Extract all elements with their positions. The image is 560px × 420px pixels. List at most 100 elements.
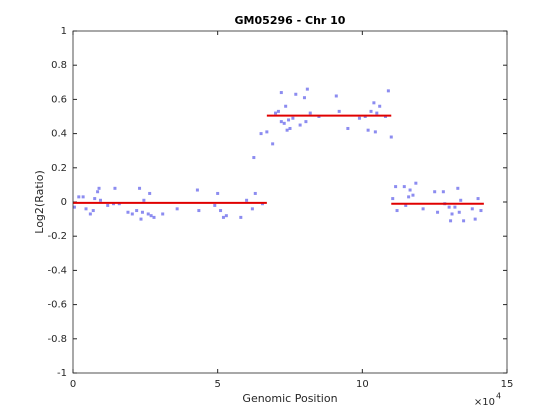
data-point [97, 186, 101, 190]
data-point [386, 89, 390, 93]
data-point [148, 191, 152, 195]
data-point [462, 219, 466, 223]
data-point [294, 92, 298, 96]
data-point [146, 212, 150, 216]
y-tick-label: -0.6 [47, 300, 67, 311]
data-point [298, 123, 302, 127]
data-point [391, 197, 395, 201]
data-point [302, 96, 306, 100]
data-point [96, 190, 100, 194]
data-point [138, 186, 142, 190]
data-point [308, 111, 312, 115]
data-point [265, 130, 269, 134]
data-point [476, 197, 480, 201]
data-point [447, 205, 451, 209]
data-point [252, 156, 256, 160]
data-point [378, 104, 382, 108]
x-tick-label: 0 [70, 379, 76, 390]
data-point [77, 195, 81, 199]
data-point [250, 207, 254, 211]
data-point [213, 203, 217, 207]
data-point [411, 193, 415, 197]
data-point [433, 190, 437, 194]
data-point [375, 111, 379, 115]
data-point [408, 188, 412, 192]
y-tick-label: 0.8 [51, 60, 67, 71]
data-point [279, 120, 283, 124]
data-point [441, 190, 445, 194]
data-point [473, 217, 477, 221]
data-point [88, 212, 92, 216]
data-point [135, 209, 139, 213]
data-point [91, 209, 95, 213]
data-point [305, 87, 309, 91]
x-multiplier-exponent: 4 [496, 392, 501, 401]
data-point [161, 212, 165, 216]
data-point [421, 207, 425, 211]
y-tick-label: -1 [57, 368, 67, 379]
data-point [284, 104, 288, 108]
data-point [459, 198, 463, 202]
data-point [274, 111, 278, 115]
x-axis-label: Genomic Position [242, 392, 337, 405]
y-tick-label: -0.4 [47, 265, 67, 276]
data-point [334, 94, 338, 98]
data-point [402, 185, 406, 189]
data-point [126, 210, 130, 214]
data-point [175, 207, 179, 211]
data-point [216, 191, 220, 195]
data-point [113, 186, 117, 190]
data-point [285, 128, 289, 132]
data-point [404, 203, 408, 207]
data-point [197, 209, 201, 213]
y-tick-label: 0.6 [51, 94, 67, 105]
data-point [195, 188, 199, 192]
data-point [282, 121, 286, 125]
data-point [436, 210, 440, 214]
data-point [291, 116, 295, 120]
data-point [72, 205, 76, 209]
data-point [81, 195, 85, 199]
data-point [271, 142, 275, 146]
data-point [372, 101, 376, 105]
data-point [407, 195, 411, 199]
x-multiplier-base: ×10 [474, 397, 495, 408]
data-point [93, 197, 97, 201]
y-tick-label: -0.8 [47, 334, 67, 345]
data-point [253, 191, 257, 195]
data-point [373, 130, 377, 134]
data-point [288, 126, 292, 130]
data-point [346, 126, 350, 130]
data-point [414, 181, 418, 185]
y-tick-label: 0.2 [51, 163, 67, 174]
data-point [287, 118, 291, 122]
x-tick-label: 15 [501, 379, 514, 390]
data-point [142, 198, 146, 202]
y-tick-label: 1 [61, 26, 67, 37]
data-point [98, 198, 102, 202]
data-point [456, 186, 460, 190]
data-point [149, 214, 153, 218]
axes-box [72, 30, 508, 374]
data-point [130, 212, 134, 216]
data-point [224, 214, 228, 218]
data-point [369, 109, 373, 113]
data-point [357, 116, 361, 120]
chart-title: GM05296 - Chr 10 [235, 14, 346, 27]
data-point [84, 207, 88, 211]
data-point [106, 203, 110, 207]
data-point [219, 209, 223, 213]
data-point [479, 209, 483, 213]
data-point [453, 205, 457, 209]
y-tick-label: 0.4 [51, 129, 67, 140]
data-point [470, 207, 474, 211]
data-point [245, 198, 249, 202]
data-point [304, 120, 308, 124]
data-point [259, 132, 263, 136]
data-point [239, 215, 243, 219]
data-point [140, 210, 144, 214]
data-point [457, 210, 461, 214]
data-point [152, 215, 156, 219]
